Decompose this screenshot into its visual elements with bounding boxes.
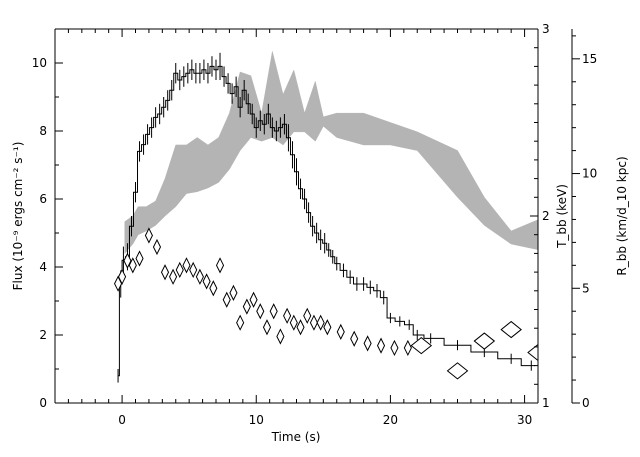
y2-tick-label: 3 (542, 22, 550, 36)
radius-diamond (289, 314, 298, 331)
radius-diamond (410, 336, 433, 355)
radius-diamond (182, 257, 191, 274)
x-tick-label: 30 (517, 413, 532, 427)
radius-diamond (169, 268, 178, 285)
y-tick-label: 0 (39, 396, 47, 410)
radius-diamond (135, 250, 144, 267)
radius-diamond (390, 339, 399, 357)
y2-tick-label: 1 (542, 396, 550, 410)
x-tick-label: 0 (118, 413, 126, 427)
y-tick-label: 8 (39, 124, 47, 138)
y3-axis-title: R_bb (km/d_10 kpc) (615, 156, 629, 275)
y3-tick-label: 5 (582, 281, 590, 295)
radius-diamond (175, 261, 184, 279)
radius-diamond (403, 339, 412, 357)
y2-axis-title: T_bb (keV) (555, 184, 569, 249)
y3-tick-label: 10 (582, 167, 597, 181)
radius-diamond (236, 314, 245, 331)
radius-diamond (446, 362, 469, 380)
radius-diamond (303, 307, 312, 324)
radius-diamond (128, 257, 137, 274)
radius-diamond (229, 284, 238, 301)
radius-diamond (152, 238, 162, 256)
radius-diamond (189, 261, 198, 279)
radius-diamond (363, 335, 372, 352)
temperature-band (124, 51, 539, 255)
y2-tick-label: 2 (542, 209, 550, 223)
radius-diamond (376, 337, 386, 354)
radius-diamond (283, 307, 292, 324)
y-tick-label: 4 (39, 260, 47, 274)
y-tick-label: 6 (39, 192, 47, 206)
temperature-band-layer (124, 51, 539, 255)
radius-diamond (222, 291, 231, 308)
radius-diamond (350, 330, 359, 347)
y-tick-label: 2 (39, 328, 47, 342)
radius-diamond (202, 273, 211, 290)
radius-diamond (256, 303, 265, 320)
radius-diamond (269, 303, 278, 320)
radius-diamond (160, 264, 170, 281)
radius-diamond (262, 319, 272, 336)
y3-tick-label: 15 (582, 52, 597, 66)
radius-diamond (323, 319, 332, 336)
radius-diamond (195, 268, 204, 285)
radius-diamond (296, 319, 305, 336)
radius-diamond (276, 328, 285, 345)
y-axis-title: Flux (10⁻⁹ ergs cm⁻² s⁻¹) (11, 142, 25, 291)
radius-diamond (500, 320, 522, 339)
x-tick-label: 20 (383, 413, 398, 427)
radius-diamond (123, 252, 132, 269)
radius-diamond (209, 280, 218, 297)
y3-tick-label: 0 (582, 396, 590, 410)
radius-diamond (215, 257, 225, 274)
radius-diamond (144, 227, 153, 244)
y-tick-label: 10 (32, 56, 47, 70)
x-tick-label: 10 (249, 413, 264, 427)
flux-step-line (118, 65, 536, 377)
flux-curve-layer (117, 52, 536, 383)
radius-diamond (242, 298, 251, 315)
radius-diamond (336, 323, 345, 340)
radius-diamond (473, 332, 496, 350)
radius-diamond (249, 291, 258, 308)
radius-diamond-layer (113, 227, 539, 380)
radius-diamond (309, 314, 319, 331)
radius-diamond (316, 314, 325, 331)
x-axis-title: Time (s) (271, 430, 321, 444)
radius-diamond (118, 268, 127, 285)
